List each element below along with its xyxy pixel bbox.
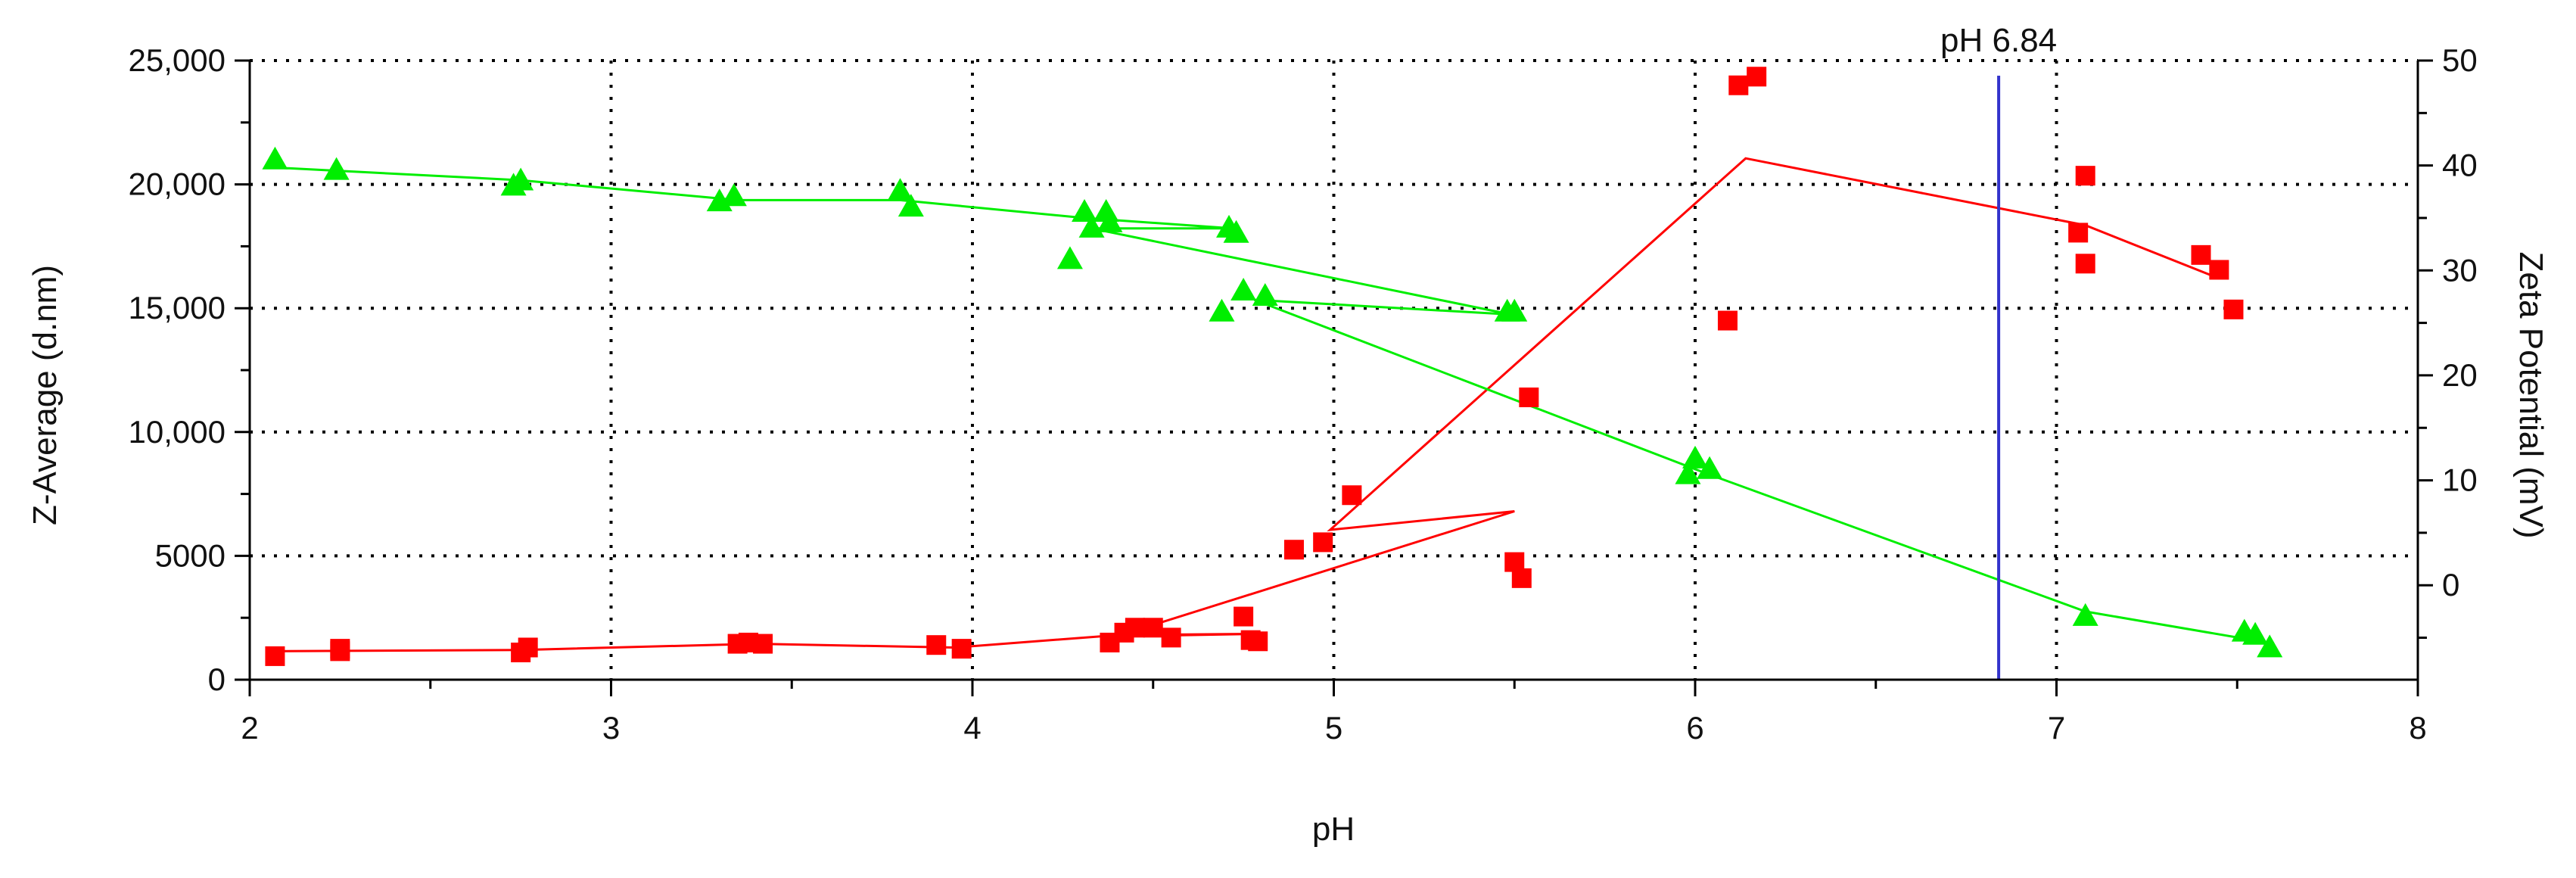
y-tick-label: 15,000: [129, 290, 226, 325]
y-tick-label: 20,000: [129, 167, 226, 202]
zaverage-point: [951, 639, 972, 659]
zaverage-point: [2075, 166, 2095, 186]
zaverage-point: [1342, 485, 1362, 506]
zaverage-point: [2068, 223, 2089, 243]
zaverage-point: [2075, 254, 2095, 274]
zaverage-point: [2223, 299, 2244, 319]
zaverage-point: [926, 635, 947, 655]
y2-tick-label: 10: [2442, 462, 2478, 498]
zaverage-point: [2191, 244, 2211, 265]
zaverage-point: [1248, 631, 1268, 652]
zeta-point: [1097, 209, 1123, 232]
zeta-point: [2072, 602, 2098, 626]
x-tick-label: 8: [2409, 710, 2426, 746]
zaverage-point: [753, 634, 773, 654]
y2-tick-label: 20: [2442, 357, 2478, 393]
y2-tick-label: 0: [2442, 567, 2459, 602]
y-axis-title: Z-Average (d.nm): [26, 265, 64, 525]
zaverage-point: [1728, 75, 1749, 95]
zeta-point: [898, 194, 924, 217]
zeta-point: [1223, 220, 1249, 243]
zeta-point: [1501, 298, 1528, 322]
zeta-point: [887, 178, 913, 201]
zaverage-point: [1747, 67, 1767, 87]
y-tick-label: 10,000: [129, 414, 226, 450]
zeta-fit-line: [275, 166, 2270, 644]
x-axis-title: pH: [1312, 811, 1355, 848]
zeta-point: [1209, 298, 1235, 322]
zaverage-point: [1143, 618, 1163, 638]
zaverage-point: [1717, 310, 1738, 331]
data-points: [262, 67, 2283, 666]
zeta-point: [1230, 278, 1257, 301]
zaverage-point: [2209, 260, 2229, 280]
zaverage-point: [1313, 532, 1333, 553]
zaverage-point: [265, 646, 285, 666]
zeta-point: [1697, 456, 1723, 479]
annotation-label: pH 6.84: [1940, 22, 2057, 59]
y2-tick-label: 40: [2442, 148, 2478, 183]
zaverage-point: [518, 637, 538, 658]
x-tick-label: 3: [602, 710, 620, 746]
x-tick-label: 4: [963, 710, 981, 746]
zeta-point: [508, 167, 534, 191]
y2-tick-label: 30: [2442, 252, 2478, 288]
zaverage-point: [330, 639, 350, 659]
zeta-point: [1252, 282, 1278, 306]
zaverage-point: [1511, 568, 1532, 588]
axes: [248, 61, 2419, 681]
zaverage-point: [1283, 540, 1304, 560]
y-tick-label: 0: [208, 662, 226, 697]
y-tick-label: 25,000: [129, 42, 226, 78]
y2-tick-label: 50: [2442, 42, 2478, 78]
x-tick-label: 2: [241, 710, 258, 746]
zaverage-point: [1161, 627, 1181, 648]
zeta-point: [1056, 246, 1083, 269]
y2-axis-title: Zeta Potential (mV): [2512, 251, 2550, 538]
zeta-point: [1072, 199, 1098, 223]
y-tick-label: 5000: [155, 537, 226, 573]
x-tick-label: 7: [2048, 710, 2065, 746]
zaverage-point: [1519, 387, 1539, 407]
fit-lines: [275, 157, 2270, 652]
zeta-point: [2242, 621, 2269, 645]
zeta-point: [1682, 445, 1708, 469]
x-tick-label: 6: [1686, 710, 1703, 746]
zeta-point: [720, 183, 747, 207]
zaverage-point: [1125, 618, 1145, 638]
zeta-point: [262, 146, 288, 170]
zeta-point: [1675, 461, 1701, 484]
grid: [250, 59, 2418, 680]
ticks: 2 3 4 5 6 7 8 0 5000 10,000 15,000 20,000 25,000 0 10 2…: [129, 42, 2478, 746]
zaverage-point: [1234, 606, 1254, 627]
zaverage-fit-line: [275, 157, 2220, 652]
zeta-point: [323, 157, 350, 180]
zeta-point: [2257, 634, 2283, 658]
x-tick-label: 5: [1325, 710, 1342, 746]
